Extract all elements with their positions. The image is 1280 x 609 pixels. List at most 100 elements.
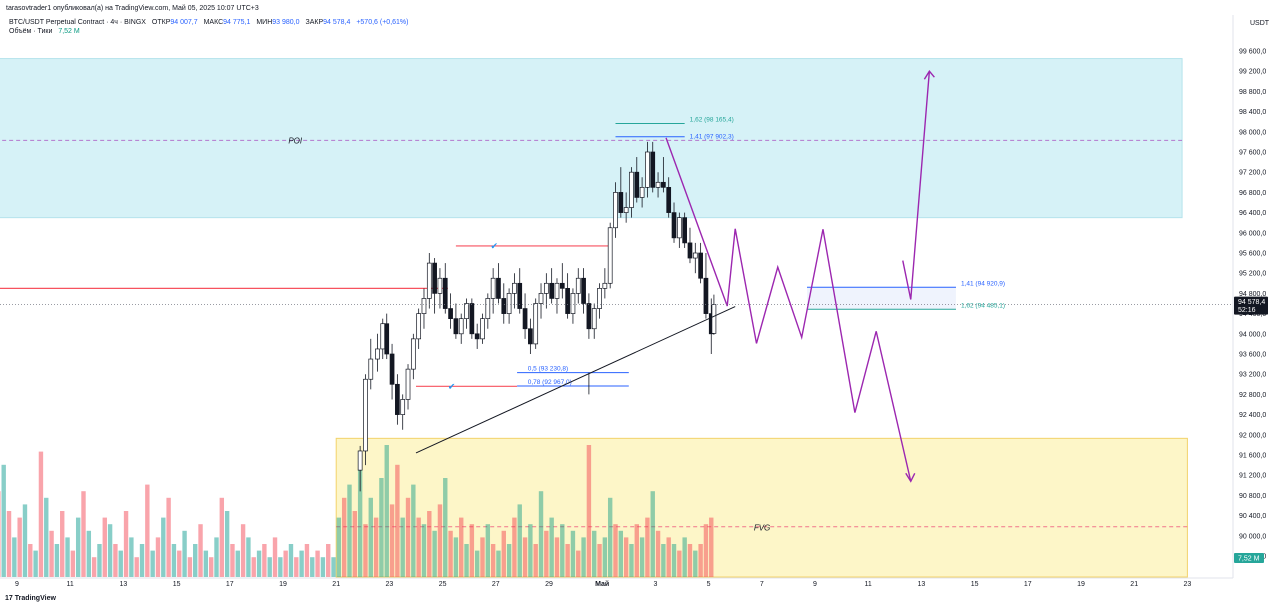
volume-bar <box>310 557 315 577</box>
volume-bar <box>49 530 54 577</box>
volume-bar <box>400 517 405 577</box>
x-tick-label: 29 <box>545 581 553 588</box>
y-tick-label: 96 800,0 <box>1239 190 1266 197</box>
candle-body <box>533 303 539 345</box>
fib-level-label: 1,62 (94 485,1) <box>961 302 1005 309</box>
fib-level-label: 0,78 (92 967,0) <box>528 379 572 386</box>
volume-value: 7,52 M <box>58 28 80 35</box>
candle-body <box>469 303 475 335</box>
volume-bar <box>240 524 246 577</box>
volume-bar <box>182 530 187 577</box>
candle-body <box>448 308 453 319</box>
x-tick-label: 21 <box>332 581 340 588</box>
volume-bar <box>592 530 597 577</box>
candle-body <box>522 308 528 330</box>
symbol-label[interactable]: BTC/USDT Perpetual Contract · 4ч · BINGX <box>9 19 146 26</box>
volume-bar <box>629 544 634 577</box>
volume-bar <box>634 524 639 577</box>
volume-bar <box>12 537 17 577</box>
volume-bar <box>33 550 38 577</box>
volume-bar <box>256 550 262 577</box>
candle-body <box>687 242 693 259</box>
volume-bar <box>538 491 544 577</box>
volume-bar <box>671 544 677 577</box>
y-tick-label: 96 400,0 <box>1239 210 1266 217</box>
candle-body <box>703 277 709 314</box>
volume-bar <box>129 537 134 577</box>
volume-tag <box>1234 553 1264 563</box>
volume-bar <box>602 537 608 577</box>
volume-bar <box>91 557 97 577</box>
x-tick-label: 17 <box>226 581 234 588</box>
symbol-ohlc-line: BTC/USDT Perpetual Contract · 4ч · BINGX… <box>9 19 408 26</box>
volume-bar <box>38 451 44 577</box>
candle-body <box>501 298 507 314</box>
candle-body <box>549 282 555 299</box>
y-tick-label: 96 000,0 <box>1239 230 1266 237</box>
x-tick-label: 21 <box>1130 581 1138 588</box>
volume-bar <box>262 544 267 577</box>
x-tick-label: 23 <box>1184 581 1192 588</box>
price-axis-bg[interactable] <box>1233 15 1280 578</box>
x-tick-label: 9 <box>15 581 19 588</box>
volume-bar <box>283 550 288 577</box>
volume-bar <box>315 550 320 577</box>
volume-bar <box>570 530 576 577</box>
volume-bar <box>219 497 225 577</box>
volume-bar <box>86 530 92 577</box>
volume-bar <box>576 550 581 577</box>
last-price-tag <box>1234 296 1268 315</box>
candle-body <box>682 217 688 244</box>
candle-body <box>607 227 613 284</box>
volume-bar <box>246 537 251 577</box>
candle-body <box>357 450 363 471</box>
low-value: 93 980,0 <box>272 19 300 26</box>
volume-bar <box>251 557 256 577</box>
open-label: ОТКР <box>151 19 171 26</box>
volume-bar <box>453 537 459 577</box>
volume-bar <box>60 511 65 577</box>
volume-bar <box>645 517 650 577</box>
volume-bar <box>709 517 714 577</box>
volume-bar <box>1 464 6 577</box>
target-zone <box>807 287 956 310</box>
volume-bar <box>639 537 645 577</box>
volume-bar <box>341 497 347 577</box>
volume-bar <box>459 517 464 577</box>
fib-level-label: 1,62 (98 165,4) <box>690 116 734 123</box>
change-value: +570,6 (+0,61%) <box>356 19 409 26</box>
volume-bar <box>17 517 22 577</box>
volume-bar <box>65 537 70 577</box>
candle-body <box>602 282 608 289</box>
open-value: 94 007,7 <box>170 19 198 26</box>
y-tick-label: 94 000,0 <box>1239 331 1266 338</box>
candle-body <box>618 192 624 213</box>
candle-body <box>395 383 400 415</box>
volume-label[interactable]: Объём · Тики <box>9 28 53 35</box>
candle-body <box>464 303 469 319</box>
candle-body <box>586 303 592 330</box>
x-tick-label: 11 <box>67 581 74 588</box>
volume-bar <box>544 530 549 577</box>
poi-zone <box>0 58 1183 219</box>
volume-bar <box>75 517 81 577</box>
candle-body <box>485 298 491 320</box>
volume-bar <box>464 544 469 577</box>
volume-bar <box>506 544 512 577</box>
volume-bar <box>373 517 379 577</box>
x-tick-label: 5 <box>707 581 711 588</box>
x-tick-label: 7 <box>760 581 764 588</box>
fib-level-label: 1,41 (97 902,3) <box>690 134 734 141</box>
y-tick-label: 95 600,0 <box>1239 251 1266 258</box>
candle-body <box>623 207 629 213</box>
y-tick-label: 95 200,0 <box>1239 271 1266 278</box>
candle-body <box>676 217 682 239</box>
projection-path <box>665 137 912 482</box>
fvg-label: FVG <box>754 524 770 533</box>
candle-body <box>405 368 411 400</box>
x-tick-label: 19 <box>279 581 287 588</box>
volume-bar <box>235 550 240 577</box>
volume-bar <box>272 537 278 577</box>
y-tick-label: 90 800,0 <box>1239 493 1266 500</box>
